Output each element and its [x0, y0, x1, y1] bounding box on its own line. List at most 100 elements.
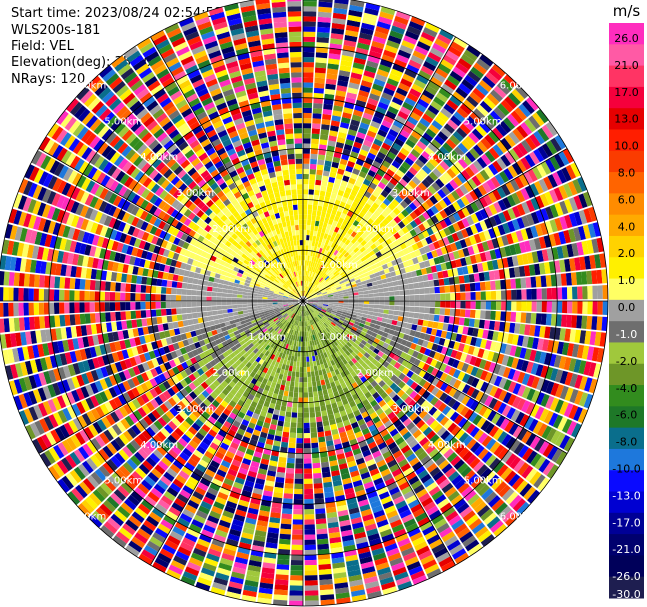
range-gate [306, 351, 309, 357]
range-gate [368, 304, 375, 308]
range-gate [353, 292, 359, 296]
range-gate [490, 290, 497, 300]
range-gate [325, 277, 331, 282]
range-gate [399, 106, 412, 116]
range-gate [342, 219, 349, 226]
range-gate [323, 425, 331, 432]
range-gate [442, 142, 453, 153]
range-gate [315, 281, 320, 286]
range-gate [516, 125, 529, 139]
range-gate [310, 153, 318, 160]
range-gate [319, 271, 324, 277]
range-gate [314, 241, 319, 247]
range-gate [553, 187, 564, 201]
range-gate [389, 296, 395, 301]
range-gate [341, 284, 347, 289]
range-gate [321, 461, 330, 468]
range-gate [397, 229, 405, 237]
range-gate [340, 212, 347, 220]
range-gate [515, 278, 522, 289]
range-gate [370, 120, 381, 129]
range-gate [389, 235, 397, 243]
range-gate [472, 87, 486, 100]
range-gate [279, 410, 286, 417]
range-gate [450, 301, 456, 308]
range-gate [290, 565, 303, 571]
range-gate [487, 191, 498, 203]
range-gate [418, 281, 425, 288]
range-gate [392, 20, 407, 30]
range-gate [480, 310, 486, 319]
range-gate [356, 259, 363, 265]
range-gate [567, 286, 573, 300]
range-gate [334, 146, 343, 154]
range-gate [404, 289, 410, 295]
range-gate [450, 150, 461, 161]
range-gate [364, 134, 375, 143]
range-gate [304, 331, 307, 337]
range-gate [405, 30, 420, 41]
range-gate [455, 292, 461, 300]
range-gate [311, 256, 315, 262]
range-gate [344, 260, 351, 266]
range-gate [355, 250, 362, 256]
range-gate [442, 54, 457, 66]
range-gate [390, 68, 403, 78]
range-gate [511, 192, 521, 205]
range-gate [277, 466, 286, 473]
range-gate [559, 216, 568, 230]
range-gate [454, 146, 465, 158]
range-gate [290, 422, 297, 428]
range-gate [489, 110, 503, 123]
range-gate [440, 127, 452, 138]
range-gate [308, 288, 312, 293]
range-gate [317, 263, 322, 270]
range-gate [296, 341, 299, 347]
range-gate [364, 275, 371, 281]
range-gate [397, 133, 408, 143]
range-gate [465, 204, 475, 215]
range-gate [577, 286, 583, 300]
range-gate [282, 431, 290, 438]
range-gate [328, 299, 334, 301]
range-gate [441, 185, 451, 196]
range-gate [303, 382, 308, 388]
range-gate [476, 157, 488, 169]
range-gate [423, 188, 433, 198]
range-gate [416, 140, 427, 151]
range-gate [324, 88, 336, 95]
range-gate [466, 215, 475, 226]
range-gate [429, 301, 436, 308]
range-gate [439, 209, 448, 219]
range-gate [465, 166, 475, 178]
range-gate [389, 301, 395, 306]
range-gate [418, 70, 432, 81]
range-gate [303, 179, 309, 185]
range-gate [503, 168, 514, 181]
range-gate [458, 317, 465, 326]
range-gate [315, 174, 323, 181]
range-gate [506, 194, 516, 207]
range-gate [394, 290, 400, 296]
range-gate [366, 198, 375, 206]
range-gate [304, 280, 307, 286]
range-gate [449, 95, 462, 107]
range-gate [346, 134, 356, 142]
range-gate [435, 222, 443, 231]
range-gate [533, 148, 545, 163]
range-gate [432, 168, 442, 178]
range-gate [425, 236, 433, 245]
range-gate [369, 301, 375, 305]
range-gate [450, 260, 457, 269]
range-gate [370, 214, 378, 222]
range-gate [332, 110, 342, 117]
range-gate [447, 224, 456, 234]
range-gate [419, 136, 430, 147]
range-gate [333, 243, 339, 250]
range-gate [474, 282, 481, 291]
range-gate [387, 314, 394, 320]
range-gate [303, 224, 307, 230]
range-gate [318, 237, 323, 243]
range-gate [402, 143, 413, 153]
range-gate [348, 298, 354, 301]
